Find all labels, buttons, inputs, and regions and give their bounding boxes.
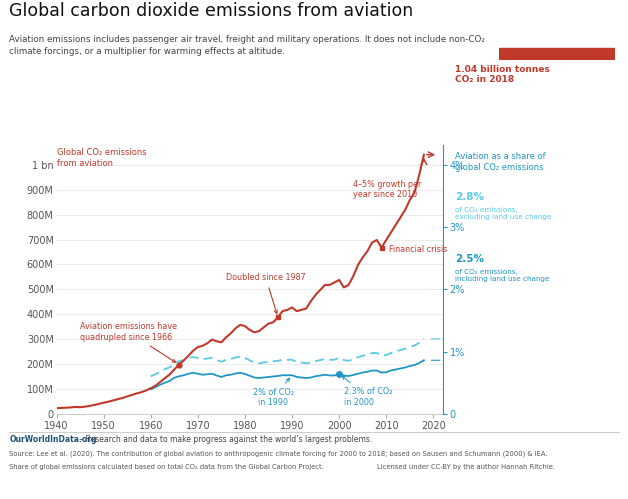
Text: of CO₂ emissions,
including land use change: of CO₂ emissions, including land use cha… xyxy=(455,269,550,282)
Text: of CO₂ emissions,
excluding land use change: of CO₂ emissions, excluding land use cha… xyxy=(455,207,552,220)
Text: climate forcings, or a multiplier for warming effects at altitude.: climate forcings, or a multiplier for wa… xyxy=(9,47,285,56)
Text: OurWorldInData.org: OurWorldInData.org xyxy=(9,435,97,444)
Text: – Research and data to make progress against the world’s largest problems.: – Research and data to make progress aga… xyxy=(77,435,372,444)
Text: Source: Lee et al. (2020). The contribution of global aviation to anthropogenic : Source: Lee et al. (2020). The contribut… xyxy=(9,450,548,457)
Text: 4–5% growth per
year since 2010: 4–5% growth per year since 2010 xyxy=(353,180,421,199)
Text: Global CO₂ emissions
from aviation: Global CO₂ emissions from aviation xyxy=(57,149,146,168)
Text: Licensed under CC-BY by the author Hannah Ritchie.: Licensed under CC-BY by the author Hanna… xyxy=(377,464,555,470)
Text: Our World
in Data: Our World in Data xyxy=(528,15,587,37)
Text: Share of global emissions calculated based on total CO₂ data from the Global Car: Share of global emissions calculated bas… xyxy=(9,464,324,470)
Text: Doubled since 1987: Doubled since 1987 xyxy=(226,273,306,313)
Text: Aviation emissions have
quadrupled since 1966: Aviation emissions have quadrupled since… xyxy=(80,322,177,362)
Text: 1.04 billion tonnes
CO₂ in 2018: 1.04 billion tonnes CO₂ in 2018 xyxy=(455,65,550,84)
Text: 2% of CO₂
in 1990: 2% of CO₂ in 1990 xyxy=(252,378,294,407)
Text: Global carbon dioxide emissions from aviation: Global carbon dioxide emissions from avi… xyxy=(9,2,414,20)
Text: Aviation as a share of
global CO₂ emissions: Aviation as a share of global CO₂ emissi… xyxy=(455,152,546,172)
Text: Financial crisis: Financial crisis xyxy=(389,246,447,254)
Text: 2.3% of CO₂
in 2000: 2.3% of CO₂ in 2000 xyxy=(342,376,392,407)
Bar xyxy=(499,48,615,60)
Text: Aviation emissions includes passenger air travel, freight and military operation: Aviation emissions includes passenger ai… xyxy=(9,35,485,44)
Text: 2.8%: 2.8% xyxy=(455,192,484,202)
Text: 2.5%: 2.5% xyxy=(455,254,484,264)
